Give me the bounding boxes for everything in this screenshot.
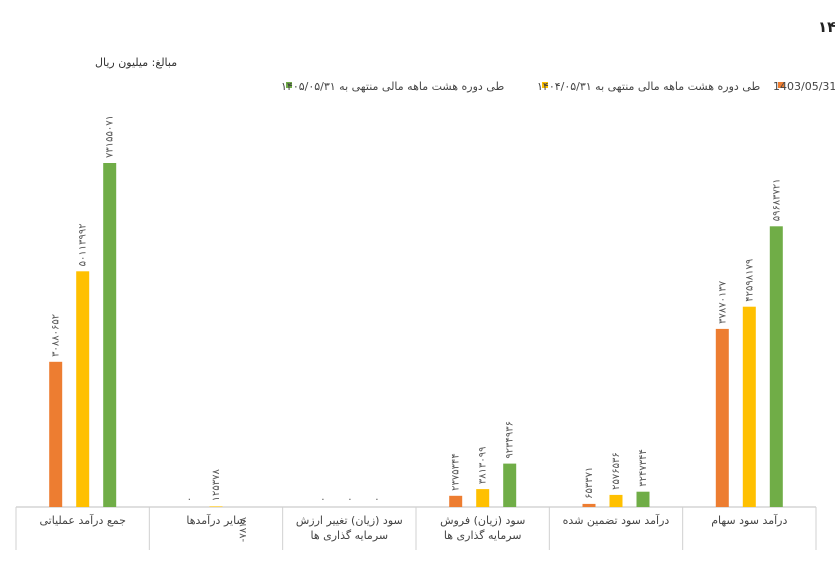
data-label: ۳۲۴۷۳۴۴ [638, 449, 649, 487]
legend-label-0: طی دوره هشت ماهه مالی منتهی به 1403/05/3… [773, 80, 835, 93]
bar [476, 489, 490, 507]
data-label: ۶۵۳۳۷۱ [584, 467, 595, 499]
data-label: ۳۰۸۸۰۶۵۲ [51, 314, 62, 357]
data-label: ۰ [184, 497, 195, 502]
chart-title: نمودار روند ترکیب درآمدهای عملیاتی سه دو… [818, 18, 835, 36]
unit-label: مبالغ: میلیون ریال [95, 56, 177, 69]
data-label: ۷۳۱۵۵۰۷۱ [105, 115, 116, 158]
data-label: ۰ [371, 497, 382, 502]
bar [449, 495, 463, 507]
category-label: درآمد سود تضمین شده [563, 513, 670, 527]
data-label: ۱۲۵۳۷۸ [211, 469, 222, 502]
data-label: ۳۸۱۳۰۹۹ [478, 446, 489, 484]
category-label: سایر درآمدها [186, 513, 245, 527]
bar [76, 271, 90, 507]
data-label: ۲۳۷۵۳۴۴ [451, 453, 462, 491]
bar [103, 163, 117, 507]
data-label: ۰ [344, 497, 355, 502]
category-label: سرمایه گذاری ها [444, 529, 522, 542]
bar [582, 503, 596, 507]
category-label: سود (زیان) فروش [440, 514, 525, 527]
category-label: جمع درآمد عملیاتی [39, 513, 125, 527]
data-label: ۴۲۵۹۸۱۷۹ [744, 259, 755, 302]
data-label: ۹۲۳۴۹۳۶ [505, 421, 516, 459]
bar [209, 506, 223, 507]
legend-swatch-2 [286, 82, 292, 88]
data-label: ۵۰۱۱۳۹۹۲ [78, 223, 89, 266]
data-label: -۷۸۱۸ [238, 516, 249, 542]
title-part-4: سال‌های مالی۱۴۰۳ و ۱۴۰۴ و ۱۴۰۵ [818, 18, 835, 36]
data-label: ۵۹۶۸۳۷۲۱ [771, 178, 782, 221]
bar [609, 494, 623, 507]
data-label: ۳۷۸۷۰۱۳۷ [717, 280, 728, 324]
legend: طی دوره هشت ماهه مالی منتهی به 1403/05/3… [281, 80, 835, 93]
bar [636, 491, 650, 507]
legend-label-1: طی دوره هشت ماهه مالی منتهی به ۱۴۰۴/۰۵/۳… [537, 80, 760, 93]
category-label: سرمایه گذاری ها [310, 529, 388, 542]
data-label: ۲۵۷۶۵۳۶ [611, 452, 622, 490]
bar [503, 463, 517, 507]
legend-swatch-1 [542, 82, 548, 88]
category-label: سود (زیان) تغییر ارزش [296, 514, 403, 527]
legend-swatch-0 [778, 82, 784, 88]
bar [49, 361, 63, 507]
bar [715, 328, 729, 507]
legend-label-2: طی دوره هشت ماهه مالی منتهی به ۱۴۰۵/۰۵/۳… [281, 80, 504, 93]
data-label: ۰ [317, 497, 328, 502]
category-label: درآمد سود سهام [711, 513, 787, 527]
bar [742, 306, 756, 507]
bar [769, 226, 783, 508]
plot-area: ۳۰۸۸۰۶۵۲ ۵۰۱۱۳۹۹۲ ۷۳۱۵۵۰۷۱ جمع درآمد عملیات… [15, 115, 817, 550]
